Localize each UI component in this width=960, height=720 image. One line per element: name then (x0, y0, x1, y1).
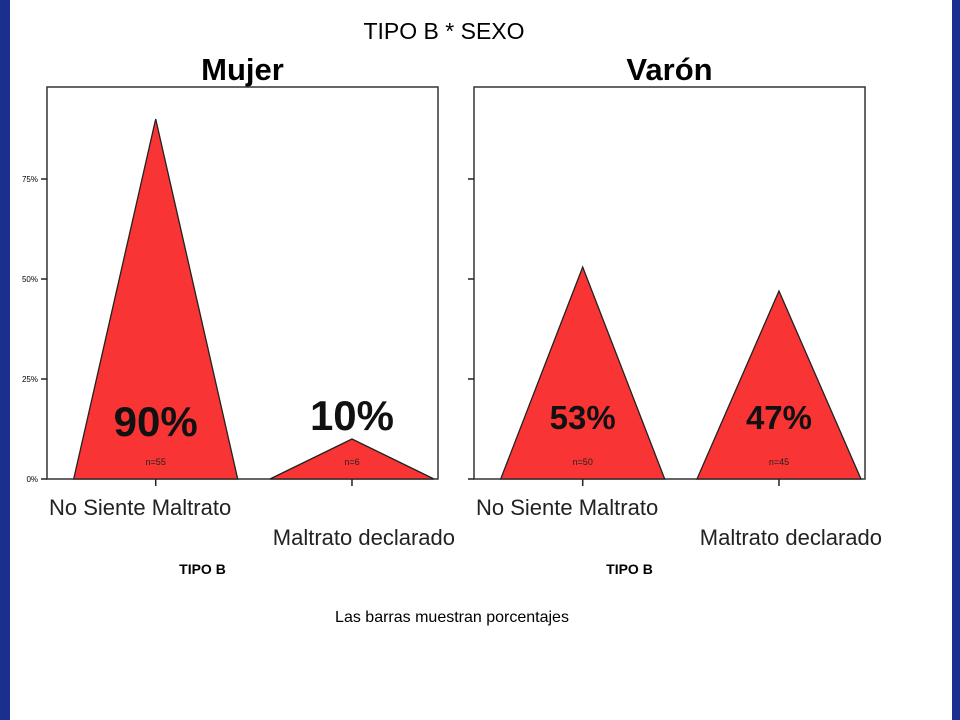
plot-frame (46, 86, 439, 480)
x-category-label: Maltrato declarado (700, 525, 882, 550)
panels-group: Mujer 0% 25% 50% 75% 90% n=55 10% n=6 No Siente M… (22, 52, 882, 577)
data-label: 10% (310, 392, 394, 439)
y-tick-label: 75% (22, 175, 38, 184)
n-label: n=6 (344, 457, 359, 467)
y-tick-label: 25% (22, 375, 38, 384)
x-axis-title: TIPO B (606, 561, 653, 577)
panel-title: Varón (626, 52, 712, 87)
panel-1: Varón 53% n=50 47% n=45 No Siente Maltrato Mal… (468, 52, 882, 577)
data-label: 53% (550, 399, 616, 436)
bar-triangle (695, 289, 862, 480)
x-category-label: Maltrato declarado (273, 525, 455, 550)
chart-footnote: Las barras muestran porcentajes (335, 609, 569, 626)
n-label: n=50 (573, 457, 593, 467)
bar-triangle (499, 265, 666, 480)
data-label: 90% (114, 398, 198, 445)
n-label: n=55 (146, 457, 166, 467)
x-category-label: No Siente Maltrato (476, 495, 658, 520)
plot-frame (473, 86, 866, 480)
x-axis-title: TIPO B (179, 561, 226, 577)
x-category-label: No Siente Maltrato (49, 495, 231, 520)
chart-frame: TIPO B * SEXO Las barras muestran porcen… (10, 0, 952, 720)
n-label: n=45 (769, 457, 789, 467)
y-tick-label: 50% (22, 275, 38, 284)
y-tick-label: 0% (26, 475, 38, 484)
panel-0: Mujer 0% 25% 50% 75% 90% n=55 10% n=6 No Siente M… (22, 52, 455, 577)
panel-title: Mujer (201, 52, 284, 87)
chart-svg: TIPO B * SEXO Las barras muestran porcen… (22, 18, 882, 626)
data-label: 47% (746, 399, 812, 436)
chart-title: TIPO B * SEXO (363, 18, 524, 44)
